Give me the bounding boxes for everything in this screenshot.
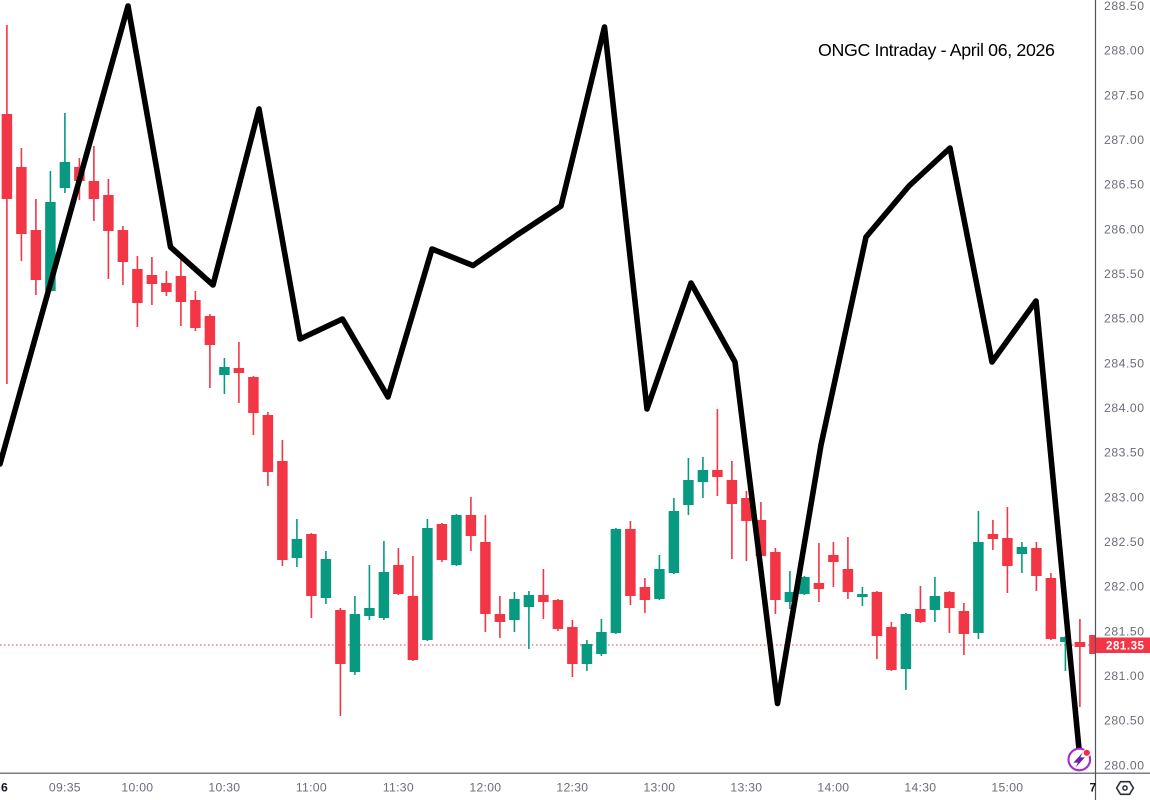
svg-text:287.00: 287.00 (1104, 133, 1145, 147)
svg-text:285.50: 285.50 (1104, 267, 1145, 281)
svg-text:281.35: 281.35 (1106, 640, 1145, 653)
svg-text:283.50: 283.50 (1104, 446, 1145, 460)
svg-text:282.50: 282.50 (1104, 535, 1145, 549)
svg-text:11:00: 11:00 (296, 781, 327, 795)
svg-text:284.50: 284.50 (1104, 356, 1145, 370)
svg-text:281.50: 281.50 (1104, 624, 1145, 638)
svg-text:13:00: 13:00 (643, 781, 675, 795)
svg-text:12:00: 12:00 (469, 781, 501, 795)
svg-text:15:00: 15:00 (991, 781, 1023, 795)
svg-text:282.00: 282.00 (1104, 580, 1145, 594)
svg-text:14:30: 14:30 (904, 781, 936, 795)
svg-text:7: 7 (1089, 781, 1096, 795)
svg-text:286.50: 286.50 (1104, 178, 1145, 192)
svg-text:288.50: 288.50 (1104, 0, 1145, 13)
svg-text:13:30: 13:30 (730, 781, 762, 795)
svg-text:287.50: 287.50 (1104, 88, 1145, 102)
svg-text:286.00: 286.00 (1104, 222, 1145, 236)
svg-text:288.00: 288.00 (1104, 44, 1145, 58)
svg-text:10:30: 10:30 (208, 781, 240, 795)
svg-text:281.00: 281.00 (1104, 669, 1145, 683)
svg-text:280.00: 280.00 (1104, 758, 1145, 772)
svg-text:10:00: 10:00 (121, 781, 153, 795)
svg-text:283.00: 283.00 (1104, 490, 1145, 504)
svg-text:09:35: 09:35 (49, 781, 81, 795)
svg-text:14:00: 14:00 (817, 781, 849, 795)
svg-text:11:30: 11:30 (383, 781, 414, 795)
svg-text:284.00: 284.00 (1104, 401, 1145, 415)
svg-text:6: 6 (1, 781, 8, 795)
svg-text:ONGC Intraday - April 06, 2026: ONGC Intraday - April 06, 2026 (818, 40, 1055, 60)
svg-text:12:30: 12:30 (556, 781, 588, 795)
svg-text:285.00: 285.00 (1104, 312, 1145, 326)
svg-text:280.50: 280.50 (1104, 714, 1145, 728)
